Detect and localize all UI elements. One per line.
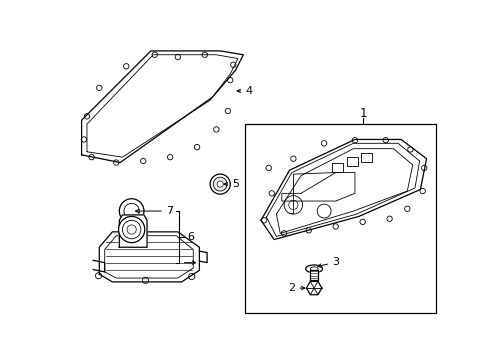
Text: 4: 4	[245, 86, 252, 96]
Text: 2: 2	[287, 283, 294, 293]
Circle shape	[217, 181, 223, 187]
Circle shape	[213, 177, 226, 191]
Polygon shape	[306, 282, 321, 295]
Polygon shape	[310, 270, 317, 280]
Polygon shape	[119, 215, 147, 247]
Text: 6: 6	[187, 232, 194, 242]
Polygon shape	[99, 232, 199, 282]
Text: 7: 7	[166, 206, 173, 216]
Circle shape	[122, 220, 141, 239]
Text: 5: 5	[232, 179, 239, 189]
Circle shape	[118, 216, 144, 243]
Text: 3: 3	[332, 257, 339, 267]
Circle shape	[119, 199, 143, 223]
Circle shape	[127, 225, 136, 234]
Text: 1: 1	[359, 107, 366, 120]
Ellipse shape	[305, 265, 322, 273]
Bar	[244, 124, 435, 313]
Ellipse shape	[310, 267, 317, 271]
Circle shape	[123, 203, 139, 219]
Circle shape	[210, 174, 230, 194]
